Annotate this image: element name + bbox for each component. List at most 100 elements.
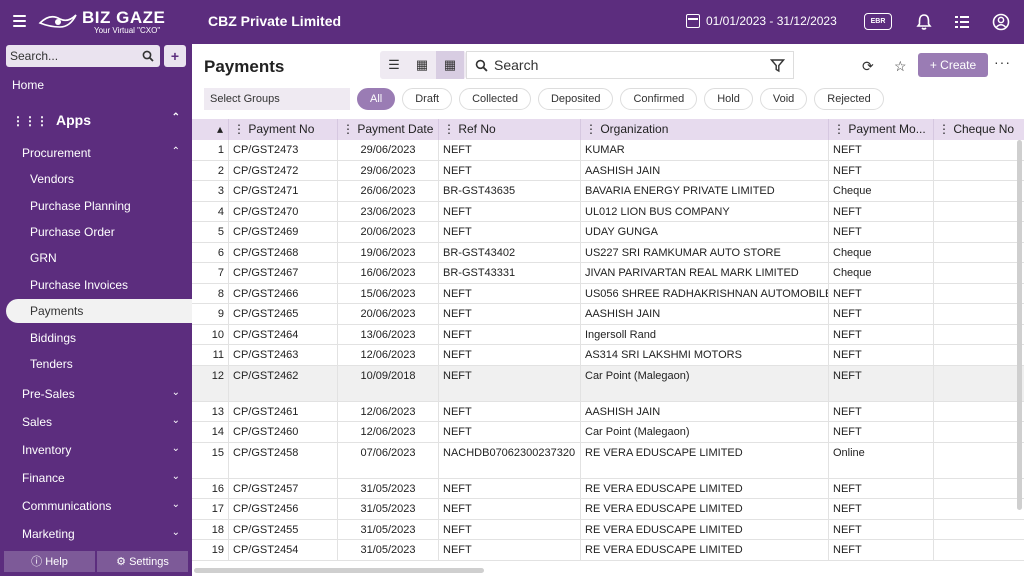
- table-row[interactable]: 2 CP/GST2472 29/06/2023 NEFT AASHISH JAIN NEF…: [192, 160, 1024, 181]
- hamburger-menu-icon[interactable]: [13, 15, 26, 27]
- table-row[interactable]: 1 CP/GST2473 29/06/2023 NEFT KUMAR NEFT: [192, 140, 1024, 161]
- table-row[interactable]: 5 CP/GST2469 20/06/2023 NEFT UDAY GUNGA NEFT: [192, 222, 1024, 243]
- cell-payment-no: CP/GST2461: [229, 401, 338, 421]
- sidebar-item-home[interactable]: Home: [12, 78, 45, 92]
- table-row[interactable]: 16 CP/GST2457 31/05/2023 NEFT RE VERA EDUSCA…: [192, 478, 1024, 499]
- payments-table: ▴ ⋮ Payment No ⋮ Payment Date ⋮ Ref No ⋮…: [192, 119, 1024, 570]
- column-header-label: Cheque No: [953, 122, 1015, 136]
- table-row[interactable]: 14 CP/GST2460 12/06/2023 NEFT Car Point (Mal…: [192, 422, 1024, 443]
- cell-payment-mode: Cheque: [829, 181, 934, 201]
- table-row[interactable]: 15 CP/GST2458 07/06/2023 NACHDB070623002373…: [192, 442, 1024, 479]
- cell-organization: RE VERA EDUSCAPE LIMITED: [581, 499, 829, 519]
- user-profile-icon[interactable]: [992, 13, 1010, 31]
- chip-deposited[interactable]: Deposited: [537, 88, 614, 110]
- sidebar-item-sales[interactable]: Sales ⌄: [22, 415, 214, 429]
- card-view-icon[interactable]: ▦: [415, 57, 429, 72]
- grid-view-icon[interactable]: ▦: [436, 51, 464, 79]
- table-row[interactable]: 10 CP/GST2464 13/06/2023 NEFT Ingersoll Rand…: [192, 324, 1024, 345]
- settings-button[interactable]: ⚙ Settings: [96, 550, 189, 573]
- column-header-payment-no[interactable]: ⋮ Payment No: [229, 119, 338, 140]
- sidebar-item-tenders[interactable]: Tenders: [30, 357, 73, 371]
- table-row[interactable]: 12 CP/GST2462 10/09/2018 NEFT Car Point (Mal…: [192, 365, 1024, 402]
- sidebar-item-biddings[interactable]: Biddings: [30, 331, 77, 345]
- column-header-organization[interactable]: ⋮ Organization: [581, 119, 829, 140]
- cell-payment-date: 12/06/2023: [338, 422, 439, 442]
- add-button[interactable]: +: [164, 45, 186, 67]
- sidebar-item-inventory[interactable]: Inventory ⌄: [22, 443, 214, 457]
- calendar-icon: [686, 14, 700, 28]
- cell-payment-mode: NEFT: [829, 324, 934, 344]
- search-icon[interactable]: [142, 50, 154, 62]
- select-groups-dropdown[interactable]: Select Groups: [204, 88, 350, 110]
- sidebar-item-marketing[interactable]: Marketing ⌄: [22, 527, 214, 541]
- chip-void[interactable]: Void: [759, 88, 808, 110]
- row-number: 16: [192, 478, 229, 498]
- row-number: 13: [192, 401, 229, 421]
- cell-organization: Car Point (Malegaon): [581, 365, 829, 401]
- sidebar-item-pre-sales[interactable]: Pre-Sales ⌄: [22, 387, 214, 401]
- table-row[interactable]: 4 CP/GST2470 23/06/2023 NEFT UL012 LION BUS …: [192, 201, 1024, 222]
- sidebar-item-communications[interactable]: Communications ⌄: [22, 499, 214, 513]
- sidebar-item-payments[interactable]: Payments: [6, 299, 192, 323]
- table-row[interactable]: 17 CP/GST2456 31/05/2023 NEFT RE VERA EDUSCA…: [192, 499, 1024, 520]
- help-button[interactable]: ⓘ Help: [3, 550, 96, 573]
- list-menu-icon[interactable]: [953, 13, 971, 31]
- sort-icon[interactable]: ▴: [192, 119, 229, 140]
- table-row[interactable]: 8 CP/GST2466 15/06/2023 NEFT US056 SHREE RAD…: [192, 283, 1024, 304]
- table-row[interactable]: 9 CP/GST2465 20/06/2023 NEFT AASHISH JAIN NEF…: [192, 304, 1024, 325]
- sidebar-item-finance[interactable]: Finance ⌄: [22, 471, 214, 485]
- chip-hold[interactable]: Hold: [704, 88, 753, 110]
- cell-payment-date: 10/09/2018: [338, 365, 439, 401]
- chip-collected[interactable]: Collected: [459, 88, 531, 110]
- list-view-icon[interactable]: ☰: [388, 57, 400, 72]
- table-row[interactable]: 19 CP/GST2454 31/05/2023 NEFT RE VERA EDUSCA…: [192, 540, 1024, 561]
- sidebar-apps-header[interactable]: ⋮⋮⋮ Apps ⌃: [12, 112, 204, 128]
- table-row[interactable]: 3 CP/GST2471 26/06/2023 BR-GST43635 BAVARIA …: [192, 181, 1024, 202]
- gear-icon: ⚙: [116, 556, 130, 568]
- cell-payment-date: 31/05/2023: [338, 540, 439, 560]
- sidebar-search-input[interactable]: Search...: [6, 45, 160, 67]
- chip-draft[interactable]: Draft: [402, 88, 453, 110]
- horizontal-scrollbar[interactable]: [194, 568, 484, 573]
- column-header-ref-no[interactable]: ⋮ Ref No: [439, 119, 581, 140]
- vertical-scrollbar[interactable]: [1017, 140, 1022, 510]
- filter-icon[interactable]: [770, 58, 785, 73]
- cell-payment-mode: NEFT: [829, 222, 934, 242]
- cell-ref-no: NEFT: [439, 365, 581, 401]
- column-header-payment-date[interactable]: ⋮ Payment Date: [338, 119, 439, 140]
- column-header-payment-mode[interactable]: ⋮ Payment Mo...: [829, 119, 934, 140]
- star-icon[interactable]: ☆: [894, 58, 907, 74]
- chip-rejected[interactable]: Rejected: [814, 88, 884, 110]
- company-name[interactable]: CBZ Private Limited: [208, 13, 342, 29]
- row-number: 6: [192, 242, 229, 262]
- table-row[interactable]: 18 CP/GST2455 31/05/2023 NEFT RE VERA EDUSCA…: [192, 519, 1024, 540]
- cell-payment-no: CP/GST2473: [229, 140, 338, 160]
- cell-payment-mode: NEFT: [829, 201, 934, 221]
- cell-payment-no: CP/GST2465: [229, 304, 338, 324]
- chip-confirmed[interactable]: Confirmed: [620, 88, 698, 110]
- bell-icon[interactable]: [915, 13, 933, 31]
- sidebar-item-purchase-invoices[interactable]: Purchase Invoices: [30, 278, 129, 292]
- cell-organization: Car Point (Malegaon): [581, 422, 829, 442]
- table-row[interactable]: 13 CP/GST2461 12/06/2023 NEFT AASHISH JAIN NE…: [192, 401, 1024, 422]
- cell-organization: UDAY GUNGA: [581, 222, 829, 242]
- date-range-picker[interactable]: 01/01/2023 - 31/12/2023: [686, 14, 837, 28]
- cell-cheque-no: [934, 284, 1024, 304]
- chip-all[interactable]: All: [357, 88, 396, 110]
- search-input[interactable]: Search: [466, 51, 794, 79]
- table-row[interactable]: 7 CP/GST2467 16/06/2023 BR-GST43331 JIVAN PA…: [192, 263, 1024, 284]
- sidebar-item-vendors[interactable]: Vendors: [30, 172, 75, 186]
- sidebar-item-grn[interactable]: GRN: [30, 251, 57, 265]
- cell-payment-mode: NEFT: [829, 365, 934, 401]
- ebr-badge[interactable]: EBR: [864, 13, 892, 30]
- more-options-icon[interactable]: ···: [994, 54, 1011, 70]
- sidebar-item-procurement[interactable]: Procurement ⌃: [22, 146, 214, 160]
- sidebar-item-purchase-order[interactable]: Purchase Order: [30, 225, 115, 239]
- create-button[interactable]: + Create: [918, 53, 988, 77]
- table-row[interactable]: 6 CP/GST2468 19/06/2023 BR-GST43402 US227 SR…: [192, 242, 1024, 263]
- row-number: 5: [192, 222, 229, 242]
- sidebar-item-purchase-planning[interactable]: Purchase Planning: [30, 199, 131, 213]
- table-row[interactable]: 11 CP/GST2463 12/06/2023 NEFT AS314 SRI LAKS…: [192, 345, 1024, 366]
- refresh-icon[interactable]: ⟳: [862, 58, 874, 74]
- column-header-cheque-no[interactable]: ⋮ Cheque No: [938, 122, 1015, 136]
